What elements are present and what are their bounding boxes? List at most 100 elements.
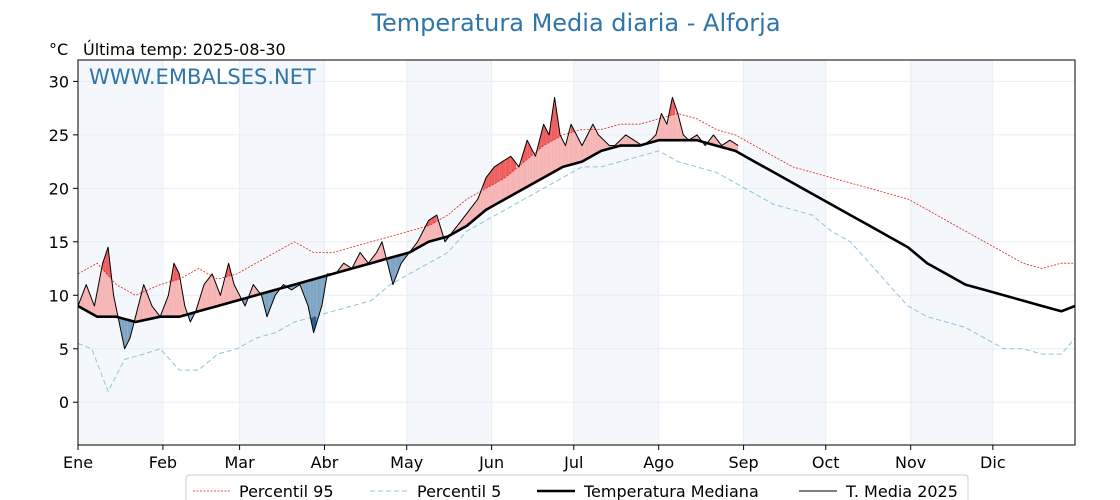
warm-anomaly-fill [584,134,588,161]
cold-anomaly-fill [398,254,402,271]
plot-frame [77,59,1076,446]
extreme-warm-fill [529,145,533,157]
warm-anomaly-fill [149,298,152,319]
extreme-warm-fill [497,163,500,183]
warm-anomaly-fill [201,284,204,311]
warm-anomaly-fill [625,134,629,146]
cold-anomaly-fill [302,281,306,299]
warm-anomaly-fill [417,236,421,248]
extreme-warm-fill [672,97,676,115]
warm-anomaly-fill [601,137,604,151]
legend-current-label: T. Media 2025 [845,482,958,500]
x-tick-label: Mar [225,453,256,472]
warm-anomaly-fill [582,140,585,162]
y-axis-ticks: 0 5 10 15 20 25 30 [49,72,78,412]
x-tick-label: Jul [563,453,583,472]
cold-anomaly-fill [308,280,311,320]
extreme-warm-fill [551,97,555,141]
y-tick-label: 5 [59,340,69,359]
y-tick-label: 30 [49,72,69,91]
legend-box [185,474,969,500]
cold-anomaly-fill [127,319,130,344]
warm-anomaly-fill [466,209,470,226]
warm-anomaly-fill [176,268,180,317]
cold-anomaly-fill [401,254,404,264]
extreme-warm-fill [486,174,489,189]
warm-anomaly-fill [562,140,566,167]
warm-anomaly-fill [179,273,183,317]
median-line [77,138,1076,324]
y-tick-label: 20 [49,179,69,198]
warm-anomaly-fill [354,257,358,268]
warm-anomaly-fill [592,124,596,156]
warm-anomaly-fill [138,295,141,322]
warm-anomaly-fill [376,247,380,262]
current-year-line [77,96,739,350]
cold-anomaly-fill [269,290,273,310]
extreme-warm-fill [502,159,506,180]
extreme-warm-fill [546,129,550,144]
warm-anomaly-fill [666,110,670,141]
warm-anomaly-fill [154,309,158,318]
extreme-warm-fill [524,140,528,162]
warm-anomaly-fill [472,202,476,222]
warm-anomaly-fill [664,118,667,141]
cold-anomaly-fill [264,292,267,317]
warm-anomaly-fill [340,263,344,272]
extreme-warm-fill [499,161,503,181]
warm-anomaly-fill [587,129,591,159]
warm-anomaly-fill [598,134,602,153]
y-tick-label: 0 [59,393,69,412]
warm-anomaly-fill [469,206,473,224]
extreme-warm-fill [176,268,180,280]
warm-anomaly-fill [223,273,226,305]
cold-anomaly-fill [321,276,325,306]
warm-anomaly-fill [480,184,484,215]
extreme-warm-fill [505,158,508,178]
cold-anomaly-fill [393,256,396,285]
legend-p5-label: Percentil 5 [417,482,501,500]
y-tick-label: 15 [49,233,69,252]
legend-median-label: Temperatura Mediana [583,482,759,500]
warm-anomaly-fill [565,134,569,167]
month-band [743,60,826,445]
x-tick-label: Nov [895,453,926,472]
cold-anomaly-fill [124,319,128,349]
warm-anomaly-fill [143,284,147,321]
warm-anomaly-fill [579,140,582,163]
warm-anomaly-fill [658,113,662,141]
warm-anomaly-fill [475,199,478,219]
warm-anomaly-fill [209,273,213,309]
month-band [78,60,163,445]
x-tick-label: Ene [63,453,93,472]
warm-anomaly-fill [675,105,678,141]
p95-line [77,113,1075,296]
warm-anomaly-fill [110,271,114,317]
y-tick-label: 10 [49,286,69,305]
month-band [910,60,993,445]
warm-anomaly-fill [623,134,626,146]
warm-anomaly-fill [220,284,224,306]
x-tick-label: Sep [729,453,759,472]
warm-anomaly-fill [732,142,736,151]
warm-anomaly-fill [727,140,730,150]
warm-anomaly-fill [94,291,98,317]
warm-anomaly-fill [217,288,221,306]
extreme-warm-fill [494,165,498,184]
extreme-warm-fill [491,166,495,186]
x-tick-label: Oct [812,453,840,472]
warm-anomaly-fill [560,134,563,169]
y-tick-label: 25 [49,126,69,145]
warm-anomaly-fill [168,279,172,317]
warm-anomaly-fill [590,124,593,157]
month-bands [78,60,993,445]
warm-anomaly-fill [204,281,207,310]
cold-anomaly-fill [316,277,319,324]
extreme-warm-fill [540,124,544,148]
warm-anomaly-fill [595,129,599,154]
watermark: WWW.EMBALSES.NET [89,65,316,89]
x-tick-label: Abr [311,453,339,472]
warm-anomaly-fill [80,291,84,309]
warm-anomaly-fill [576,134,580,164]
legend: Percentil 95 Percentil 5 Temperatura Med… [185,474,969,500]
